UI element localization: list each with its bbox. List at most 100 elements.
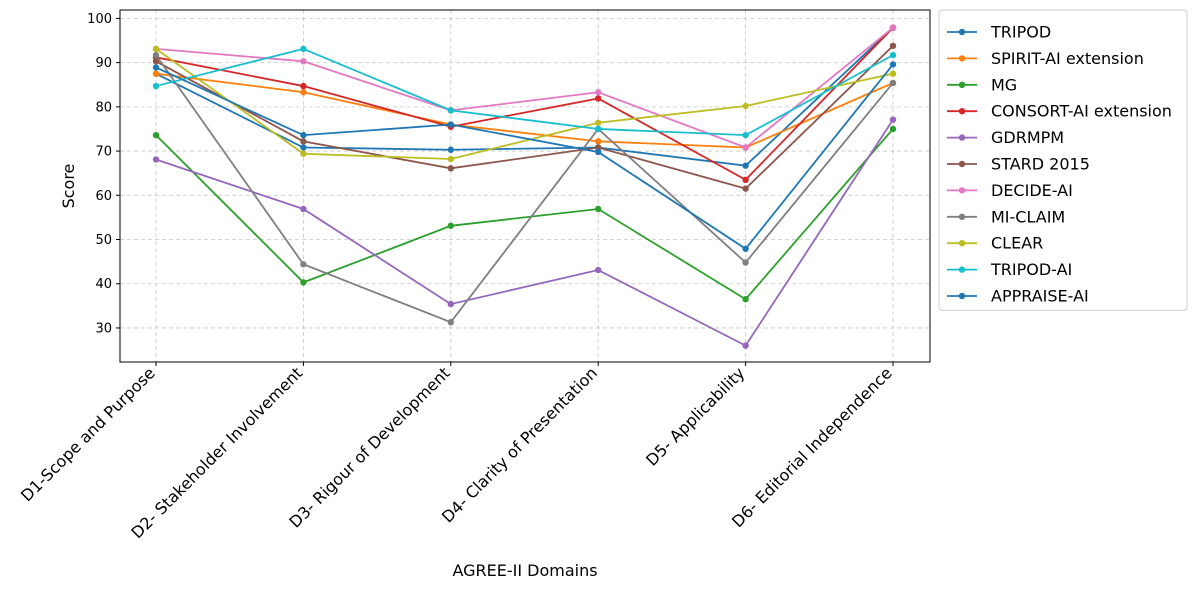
data-point: [300, 131, 307, 139]
data-point: [447, 222, 454, 229]
data-point: [595, 144, 602, 151]
data-point: [595, 205, 602, 213]
data-point: [152, 58, 160, 65]
legend-marker: [958, 55, 966, 62]
data-point: [889, 51, 897, 59]
data-point: [152, 156, 160, 163]
x-tick-label: D1-Scope and Purpose: [17, 363, 159, 505]
legend-label: CONSORT-AI extension: [991, 102, 1172, 121]
data-point: [595, 138, 602, 145]
data-point: [447, 155, 454, 163]
legend-item: CLEAR: [947, 234, 1043, 253]
data-point: [742, 176, 749, 184]
series-lines: [152, 24, 897, 349]
legend-label: GDRMPM: [991, 128, 1064, 147]
series-line: [155, 72, 894, 149]
data-point: [447, 107, 454, 114]
legend-item: STARD 2015: [947, 155, 1090, 174]
data-point: [595, 125, 602, 133]
data-point: [447, 146, 454, 153]
y-tick-label: 100: [87, 12, 112, 27]
legend-marker: [958, 81, 966, 89]
data-point: [742, 245, 749, 252]
series-tripod-ai: [152, 45, 897, 139]
data-point: [152, 45, 160, 53]
x-tick-label: D4- Clarity of Presentation: [438, 363, 601, 526]
data-point: [742, 185, 749, 192]
y-axis-label: Score: [59, 164, 78, 209]
series-line: [155, 27, 894, 181]
legend-label: TRIPOD: [990, 23, 1051, 42]
y-axis-ticks: 30 40 50 60 70 80 90 100: [87, 12, 120, 336]
legend: TRIPOD SPIRIT-AI extension MG CONSORT-AI ex…: [938, 9, 1188, 311]
legend-marker: [958, 160, 966, 168]
legend-item: TRIPOD-AI: [947, 260, 1072, 279]
series-line: [155, 48, 894, 160]
x-tick-label: D3- Rigour of Development: [285, 363, 453, 531]
data-point: [152, 131, 160, 139]
legend-marker: [958, 108, 966, 115]
data-point: [300, 261, 307, 268]
legend-box: [938, 9, 1188, 311]
series-line: [155, 26, 894, 149]
legend-item: CONSORT-AI extension: [947, 102, 1172, 121]
series-line: [155, 128, 894, 301]
x-axis-label: AGREE-II Domains: [452, 561, 597, 580]
data-point: [595, 89, 602, 96]
y-tick-label: 30: [95, 321, 112, 336]
y-tick-label: 50: [95, 233, 112, 248]
data-point: [742, 162, 749, 169]
legend-label: CLEAR: [991, 234, 1043, 253]
legend-label: APPRAISE-AI: [991, 287, 1089, 306]
data-point: [300, 89, 307, 96]
data-point: [595, 148, 602, 156]
series-gdrmpm: [152, 116, 897, 349]
data-point: [889, 61, 897, 68]
legend-item: MI-CLAIM: [947, 207, 1065, 226]
data-point: [152, 82, 160, 90]
data-point: [300, 205, 307, 213]
data-point: [152, 70, 160, 77]
series-mg: [152, 125, 897, 303]
x-tick-label: D6- Editorial Independence: [728, 363, 896, 531]
series-line: [155, 119, 894, 347]
data-point: [742, 131, 749, 139]
data-point: [889, 125, 897, 133]
data-point: [889, 24, 897, 31]
legend-label: SPIRIT-AI extension: [991, 49, 1144, 68]
plot-frame: [119, 9, 931, 363]
legend-item: GDRMPM: [947, 128, 1064, 147]
data-point: [595, 266, 602, 274]
series-line: [155, 63, 894, 250]
data-point: [447, 121, 454, 128]
legend-item: TRIPOD: [947, 23, 1051, 42]
series-stard-2015: [152, 42, 897, 192]
data-point: [300, 144, 307, 151]
series-line: [155, 47, 894, 137]
x-tick-label: D5- Applicability: [642, 363, 748, 469]
legend-marker: [958, 28, 966, 36]
data-point: [742, 342, 749, 349]
data-point: [300, 150, 307, 157]
legend-item: MG: [947, 75, 1017, 94]
y-tick-label: 80: [95, 100, 112, 115]
legend-label: MI-CLAIM: [991, 207, 1065, 226]
data-point: [595, 95, 602, 102]
data-point: [889, 70, 897, 77]
y-tick-label: 70: [95, 145, 112, 160]
legend-marker: [958, 213, 966, 220]
legend-item: DECIDE-AI: [947, 181, 1073, 200]
legend-marker: [958, 240, 966, 247]
series-line: [155, 27, 894, 167]
data-point: [742, 144, 749, 151]
data-point: [889, 116, 897, 123]
data-point: [300, 58, 307, 65]
legend-label: MG: [991, 75, 1017, 94]
data-point: [889, 42, 897, 50]
legend-marker: [958, 187, 966, 194]
data-point: [742, 102, 749, 110]
data-point: [300, 45, 307, 53]
data-point: [300, 82, 307, 90]
